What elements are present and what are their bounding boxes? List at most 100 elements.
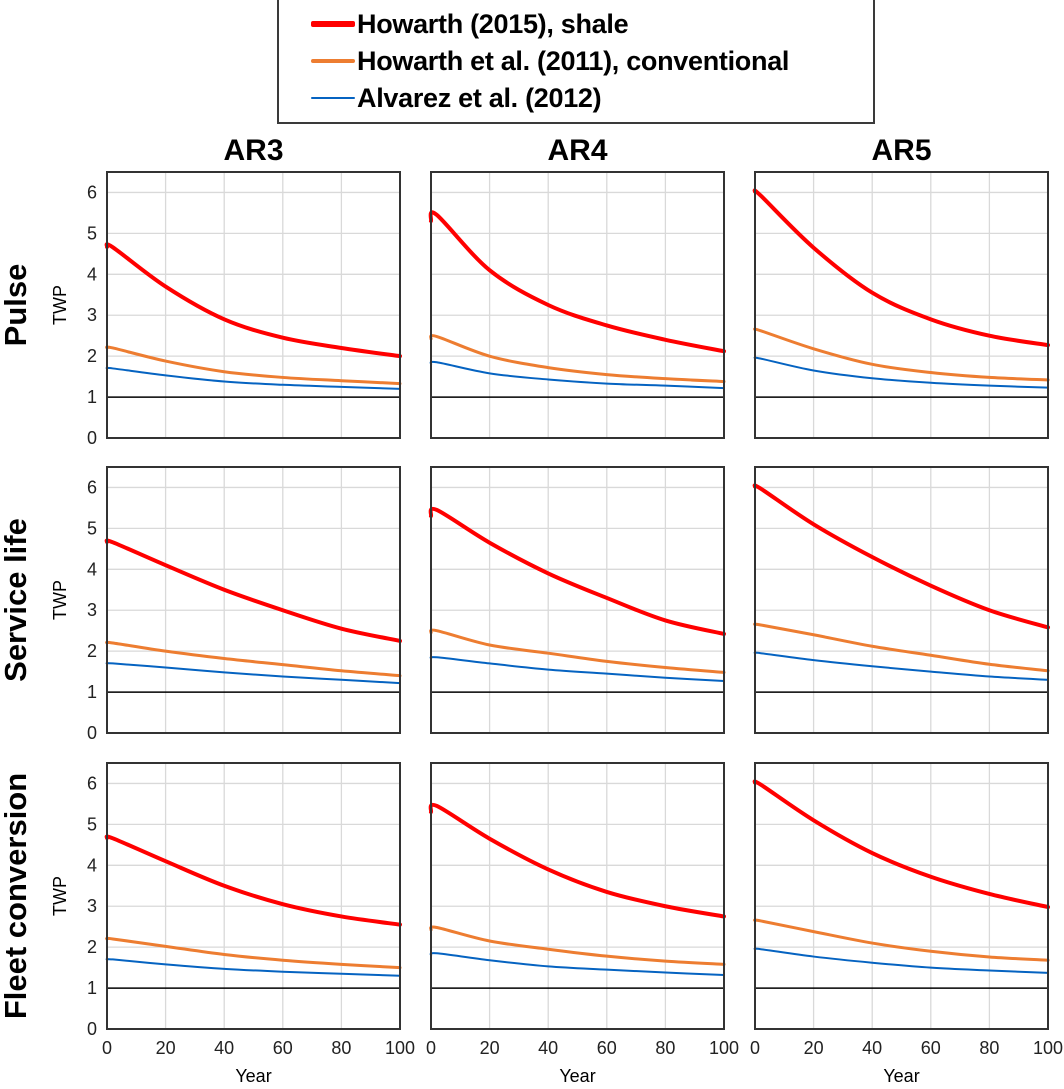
x-axis-title: Year [235, 1066, 271, 1086]
y-tick-label: 2 [87, 641, 97, 661]
panel-pulse-ar4-series-alvarez-et-al-2012 [429, 360, 725, 390]
y-tick-label: 5 [87, 518, 97, 538]
y-axis-title: TWP [50, 580, 70, 620]
y-tick-label: 0 [87, 428, 97, 448]
panel-service-life-ar3-series-alvarez-et-al-2012 [105, 662, 401, 685]
y-tick-label: 1 [87, 978, 97, 998]
column-title-ar3: AR3 [223, 134, 283, 167]
x-tick-label: 0 [426, 1038, 436, 1058]
panel-pulse-ar3-series-howarth-et-al-2011-conventional [105, 345, 402, 386]
legend-label-alvarez: Alvarez et al. (2012) [357, 82, 602, 113]
x-axis-title: Year [559, 1066, 595, 1086]
legend-label-conventional: Howarth et al. (2011), conventional [357, 45, 790, 76]
row-title-fleet-conversion: Fleet conversion [0, 773, 33, 1019]
panel-service-life-ar4-series-howarth-et-al-2011-conventional [429, 628, 726, 674]
y-axis-title: TWP [50, 876, 70, 916]
legend-item-conventional: Howarth et al. (2011), conventional [311, 44, 789, 78]
x-axis-title: Year [883, 1066, 919, 1086]
y-tick-label: 6 [87, 477, 97, 497]
x-tick-label: 100 [385, 1038, 415, 1058]
x-tick-label: 80 [331, 1038, 351, 1058]
y-tick-label: 4 [87, 855, 97, 875]
y-tick-label: 3 [87, 896, 97, 916]
panel-service-life-ar4-background [431, 467, 724, 733]
panel-service-life-ar3-frame [106, 466, 401, 734]
legend-swatch-conventional [311, 59, 355, 63]
row-title-pulse: Pulse [0, 264, 33, 347]
panel-fleet-conversion-ar4-background [431, 763, 724, 1029]
y-tick-label: 2 [87, 346, 97, 366]
panel-service-life-ar3-series-howarth-2015-shale [104, 538, 402, 643]
column-title-ar5: AR5 [871, 134, 931, 167]
panel-service-life-ar4-series-howarth-2015-shale [428, 506, 726, 636]
panel-pulse-ar4-series-howarth-et-al-2011-conventional [429, 334, 726, 384]
chart-legend: Howarth (2015), shale Howarth et al. (20… [277, 0, 875, 124]
y-tick-label: 6 [87, 773, 97, 793]
panel-fleet-conversion-ar4-series-alvarez-et-al-2012 [429, 952, 725, 976]
panel-pulse-ar3-background [107, 172, 400, 438]
y-tick-label: 0 [87, 723, 97, 743]
row-title-service-life: Service life [0, 518, 33, 682]
x-tick-label: 20 [804, 1038, 824, 1058]
x-tick-label: 60 [921, 1038, 941, 1058]
panel-pulse-ar4-background [431, 172, 724, 438]
panel-pulse-ar5-background [755, 172, 1048, 438]
x-tick-label: 80 [655, 1038, 675, 1058]
panel-fleet-conversion-ar3-frame [106, 762, 401, 1030]
panel-fleet-conversion-ar3-series-alvarez-et-al-2012 [105, 958, 401, 977]
panel-service-life-ar5-series-howarth-2015-shale [752, 483, 1050, 630]
panel-service-life-ar3-series-howarth-et-al-2011-conventional [105, 640, 402, 678]
panel-pulse-ar5-series-alvarez-et-al-2012 [753, 356, 1049, 389]
x-tick-label: 0 [102, 1038, 112, 1058]
y-tick-label: 3 [87, 305, 97, 325]
panel-fleet-conversion-ar4-frame [430, 762, 725, 1030]
x-tick-label: 0 [750, 1038, 760, 1058]
y-axis-title: TWP [50, 285, 70, 325]
x-tick-label: 20 [156, 1038, 176, 1058]
panel-service-life-ar5-background [755, 467, 1048, 733]
panel-service-life-ar4-frame [430, 466, 725, 734]
panel-fleet-conversion-ar4-series-howarth-et-al-2011-conventional [429, 925, 726, 966]
panel-fleet-conversion-ar3-series-howarth-2015-shale [104, 834, 402, 927]
panel-pulse-ar4-frame [430, 171, 725, 439]
x-tick-label: 60 [273, 1038, 293, 1058]
y-tick-label: 4 [87, 559, 97, 579]
x-tick-label: 20 [480, 1038, 500, 1058]
y-tick-label: 0 [87, 1019, 97, 1039]
panel-pulse-ar5-series-howarth-2015-shale [752, 188, 1050, 348]
legend-item-alvarez: Alvarez et al. (2012) [311, 81, 602, 115]
x-tick-label: 40 [538, 1038, 558, 1058]
y-tick-label: 5 [87, 814, 97, 834]
panel-pulse-ar5-frame [754, 171, 1049, 439]
panel-fleet-conversion-ar5-frame [754, 762, 1049, 1030]
x-tick-label: 100 [1033, 1038, 1063, 1058]
legend-swatch-alvarez [311, 97, 355, 99]
y-tick-label: 5 [87, 223, 97, 243]
panel-service-life-ar4-series-alvarez-et-al-2012 [429, 656, 725, 683]
y-tick-label: 2 [87, 937, 97, 957]
x-tick-label: 60 [597, 1038, 617, 1058]
panel-fleet-conversion-ar4-series-howarth-2015-shale [428, 802, 726, 919]
panel-fleet-conversion-ar5-series-howarth-2015-shale [752, 779, 1050, 910]
panel-pulse-ar3-series-howarth-2015-shale [104, 242, 402, 359]
panel-pulse-ar3-frame [106, 171, 401, 439]
panel-fleet-conversion-ar3-series-howarth-et-al-2011-conventional [105, 936, 402, 970]
panel-pulse-ar3-series-alvarez-et-al-2012 [105, 366, 401, 390]
x-tick-label: 80 [979, 1038, 999, 1058]
legend-item-shale: Howarth (2015), shale [311, 7, 629, 41]
panel-service-life-ar5-frame [754, 466, 1049, 734]
panel-fleet-conversion-ar5-series-alvarez-et-al-2012 [753, 947, 1049, 974]
x-tick-label: 40 [862, 1038, 882, 1058]
panel-service-life-ar5-series-alvarez-et-al-2012 [753, 651, 1049, 681]
y-tick-label: 1 [87, 682, 97, 702]
legend-label-shale: Howarth (2015), shale [357, 8, 629, 39]
y-tick-label: 4 [87, 264, 97, 284]
x-tick-label: 100 [709, 1038, 739, 1058]
y-tick-label: 3 [87, 600, 97, 620]
x-tick-label: 40 [214, 1038, 234, 1058]
legend-swatch-shale [311, 21, 355, 27]
y-tick-label: 6 [87, 182, 97, 202]
panel-pulse-ar5-series-howarth-et-al-2011-conventional [753, 327, 1050, 382]
panel-fleet-conversion-ar5-series-howarth-et-al-2011-conventional [753, 918, 1050, 962]
